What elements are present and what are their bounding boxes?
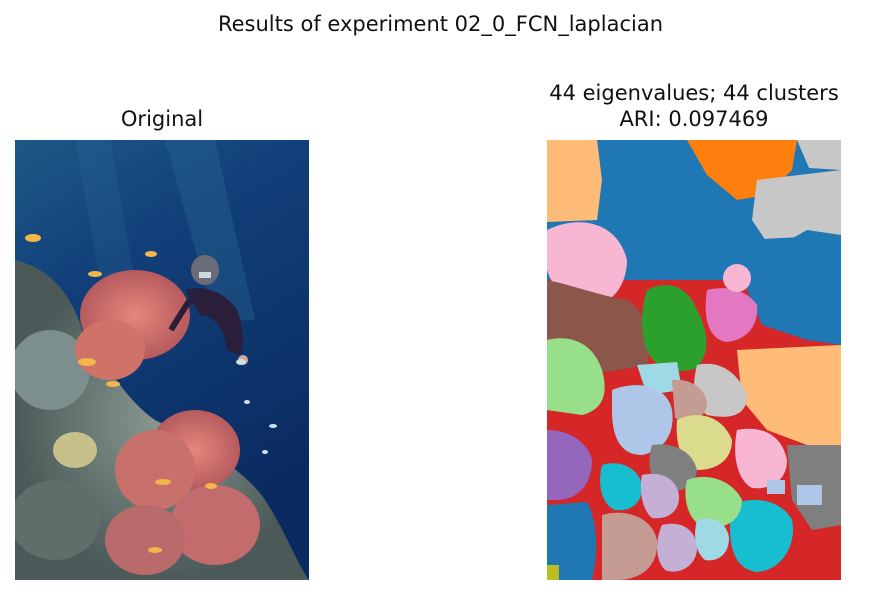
original-image [15,140,309,580]
original-title: Original [120,107,204,131]
segmentation-title-line1: 44 eigenvalues; 44 clusters [549,81,839,105]
figure-suptitle: Results of experiment 02_0_FCN_laplacian [217,12,664,36]
segmentation-title-line2: ARI: 0.097469 [619,107,769,131]
segmentation-title: 44 eigenvalues; 44 clusters ARI: 0.09746… [508,80,880,132]
segmentation-image [547,140,841,580]
